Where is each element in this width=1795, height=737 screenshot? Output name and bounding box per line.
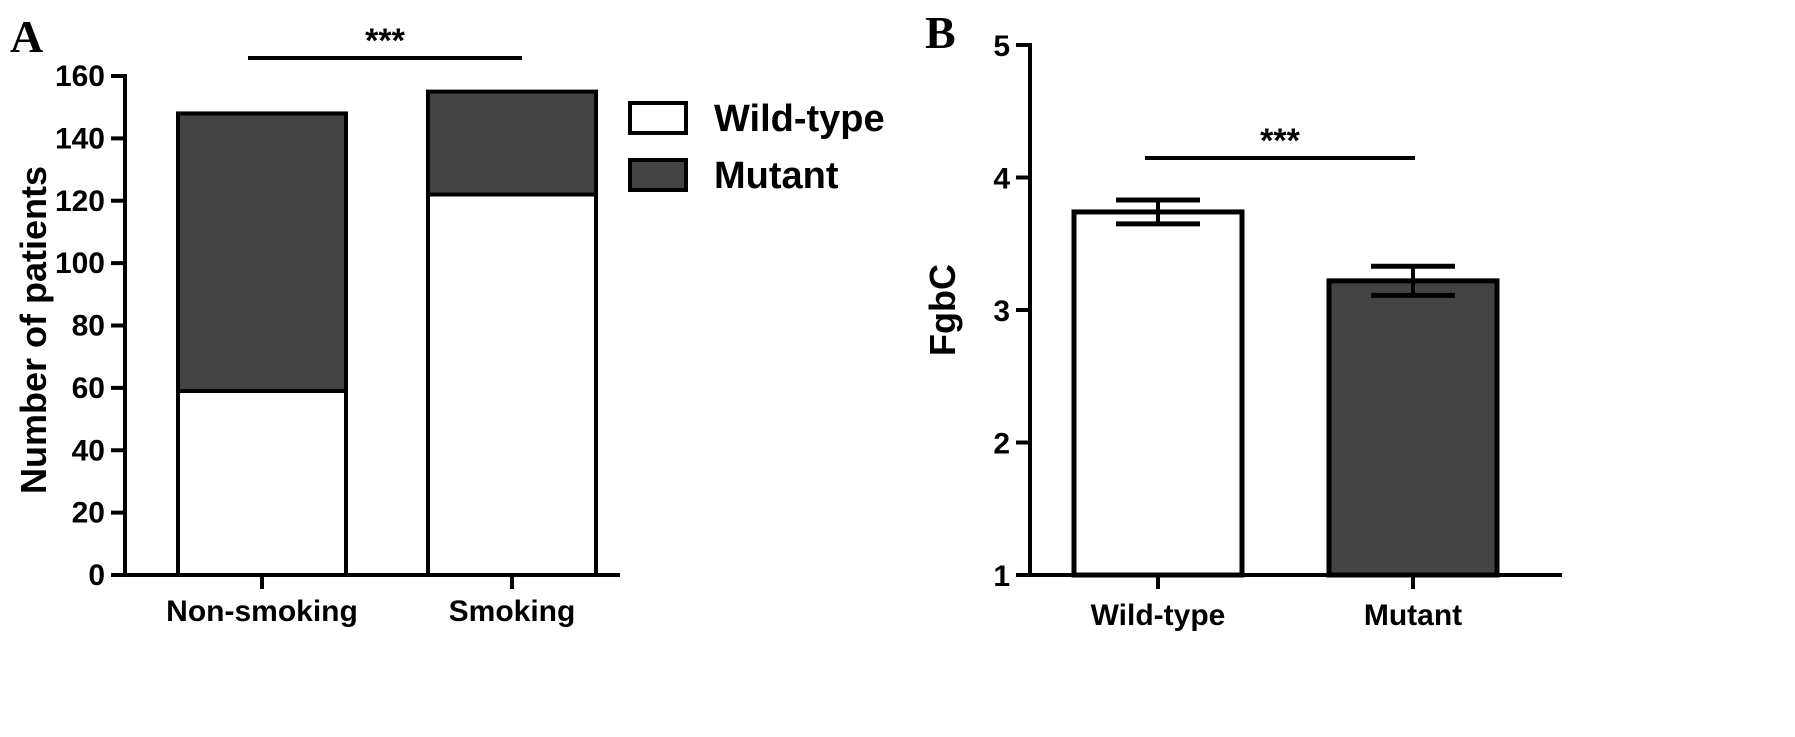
panel-b-marks: 1 2 3 4 5 Wild-type Mutant bbox=[993, 30, 1562, 632]
legend-label-wild-type: Wild-type bbox=[714, 98, 885, 140]
panel-a-y-tick-label: 0 bbox=[88, 559, 105, 592]
panel-a-y-axis-label: Number of patients bbox=[13, 166, 54, 494]
bar-smoking-mutant bbox=[426, 89, 598, 197]
panel-a-y-tick-label: 120 bbox=[55, 185, 105, 218]
panel-b-y-tick-label: 1 bbox=[993, 560, 1010, 593]
panel-a-x-tick-label: Smoking bbox=[449, 595, 576, 628]
panel-a-y-tick-label: 100 bbox=[55, 247, 105, 280]
panel-a-y-tick-label: 160 bbox=[55, 60, 105, 93]
panel-a-label: A bbox=[10, 11, 43, 62]
panel-b-bar-chart: B FgbC 1 2 3 4 5 Wild-type Mutant *** bbox=[922, 7, 1562, 632]
bar-wild-type bbox=[1071, 209, 1245, 578]
panel-a-y-tick-label: 80 bbox=[72, 310, 105, 343]
bar-smoking-wild-type bbox=[426, 192, 598, 577]
panel-a-legend: Wild-type Mutant bbox=[628, 98, 885, 197]
panel-b-significance-label: *** bbox=[1260, 122, 1300, 160]
bar-mutant bbox=[1326, 278, 1500, 578]
legend-label-mutant: Mutant bbox=[714, 155, 839, 197]
panel-b-y-tick-label: 3 bbox=[993, 295, 1010, 328]
panel-a-marks: 0 20 40 60 80 100 120 140 160 Non-smoking Smoking bbox=[55, 60, 620, 628]
panel-b-y-tick-label: 2 bbox=[993, 428, 1010, 461]
bar-non-smoking-mutant bbox=[176, 111, 348, 393]
bar-non-smoking-wild-type bbox=[176, 388, 348, 577]
panel-b-x-tick-label: Mutant bbox=[1364, 599, 1462, 632]
panel-b-y-tick-label: 4 bbox=[993, 163, 1010, 196]
panel-b-y-axis-label: FgbC bbox=[922, 264, 963, 356]
panel-a-y-tick-label: 60 bbox=[72, 372, 105, 405]
legend-swatch-wild-type bbox=[628, 101, 688, 135]
panel-a-bar-chart: A Number of patients 0 20 40 60 80 100 120 140 1… bbox=[10, 11, 885, 628]
panel-b-x-tick-label: Wild-type bbox=[1091, 599, 1226, 632]
panel-a-y-tick-label: 140 bbox=[55, 122, 105, 155]
panel-a-x-tick-label: Non-smoking bbox=[166, 595, 358, 628]
panel-a-y-tick-label: 20 bbox=[72, 497, 105, 530]
panel-b-label: B bbox=[925, 7, 956, 58]
legend-swatch-mutant bbox=[628, 158, 688, 192]
panel-b-y-tick-label: 5 bbox=[993, 30, 1010, 63]
panel-a-y-tick-label: 40 bbox=[72, 434, 105, 467]
panel-a-significance-label: *** bbox=[365, 22, 405, 60]
